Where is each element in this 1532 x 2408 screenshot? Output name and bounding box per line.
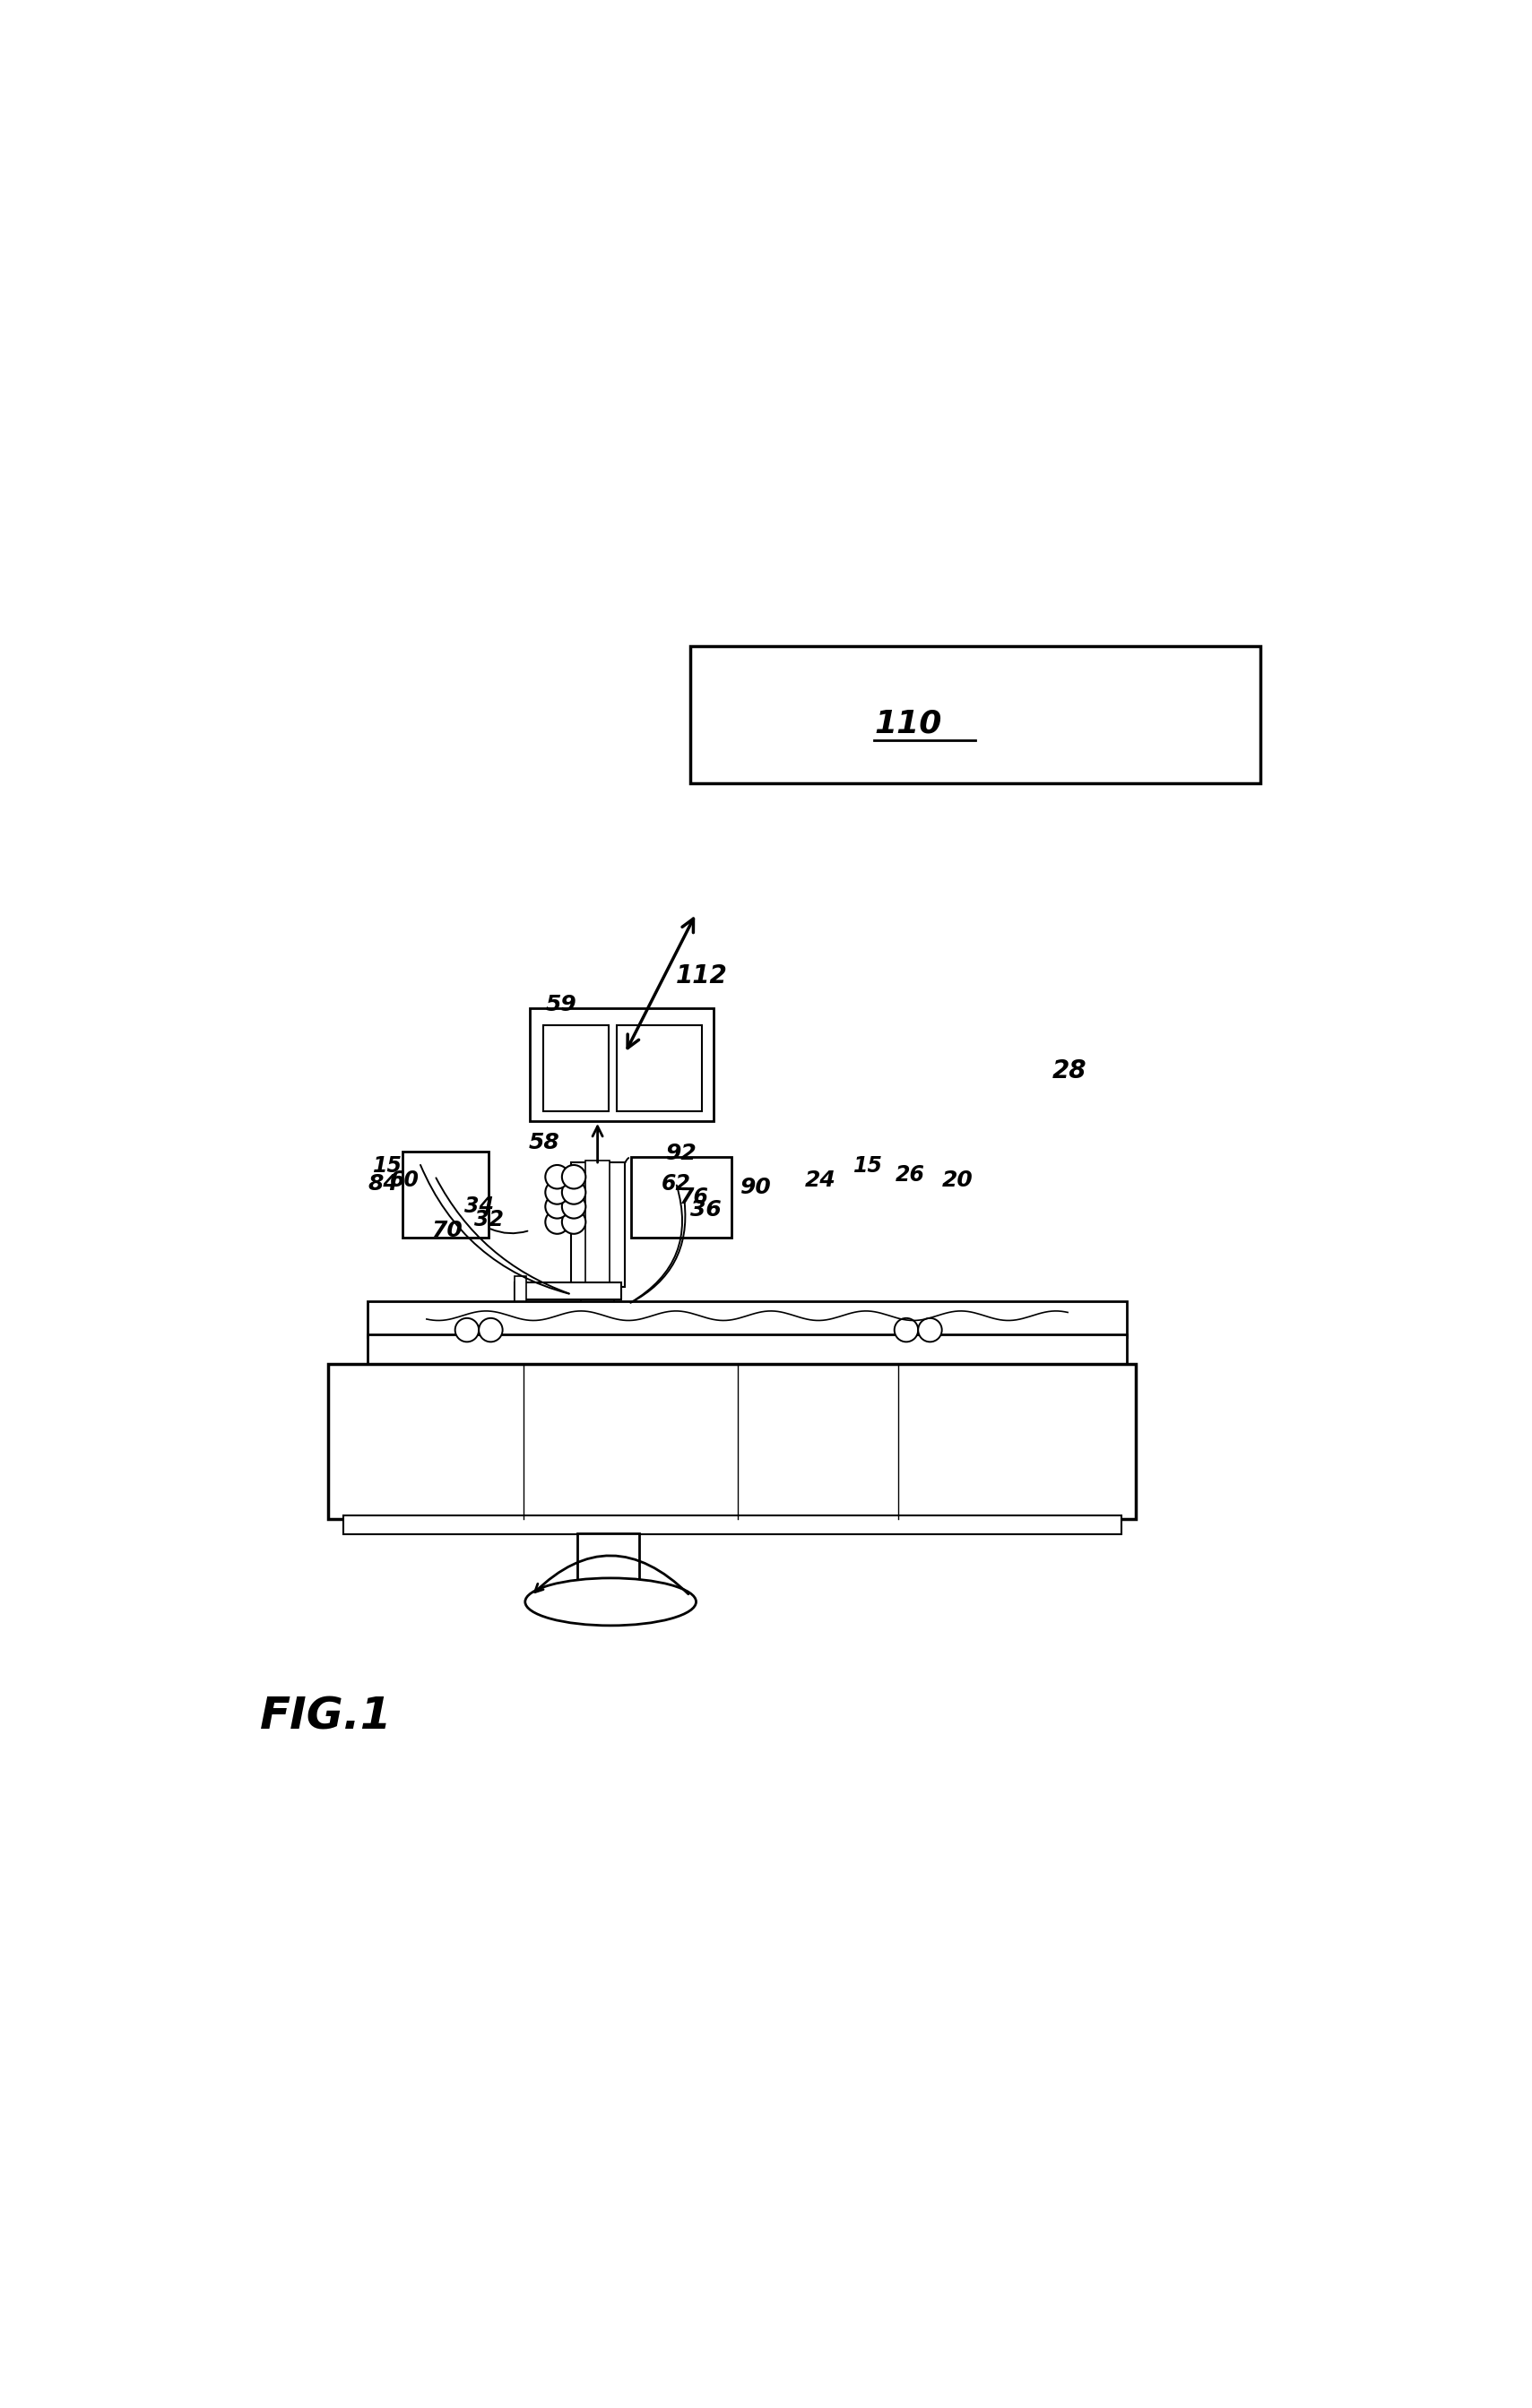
Text: 34: 34 [464, 1197, 495, 1218]
Bar [368, 1300, 1128, 1336]
Text: 32: 32 [475, 1209, 504, 1230]
Circle shape [562, 1211, 585, 1233]
Text: 70: 70 [430, 1218, 463, 1240]
Text: 26: 26 [895, 1163, 925, 1185]
Bar [515, 1283, 622, 1300]
Circle shape [455, 1317, 480, 1341]
Circle shape [545, 1194, 568, 1218]
Circle shape [545, 1180, 568, 1204]
Text: 62: 62 [662, 1173, 691, 1194]
Text: 59: 59 [545, 995, 576, 1016]
Bar [328, 1365, 1135, 1519]
Text: 84: 84 [368, 1173, 400, 1194]
Bar [585, 1587, 631, 1623]
Text: 76: 76 [679, 1187, 708, 1209]
Bar [368, 1334, 1128, 1368]
Circle shape [918, 1317, 942, 1341]
Bar [571, 1163, 625, 1288]
Circle shape [545, 1165, 568, 1190]
Bar [585, 1161, 610, 1293]
Bar [578, 1534, 639, 1589]
Bar [403, 1151, 489, 1238]
Bar [631, 1156, 732, 1238]
Ellipse shape [525, 1577, 696, 1625]
Circle shape [562, 1194, 585, 1218]
Circle shape [562, 1180, 585, 1204]
Circle shape [480, 1317, 502, 1341]
Text: 90: 90 [740, 1178, 771, 1199]
Text: 92: 92 [666, 1141, 697, 1163]
Circle shape [545, 1211, 568, 1233]
Bar [343, 1515, 1121, 1534]
Bar [515, 1276, 527, 1305]
Text: 24: 24 [806, 1170, 836, 1192]
Text: FIG.1: FIG.1 [260, 1695, 392, 1739]
Bar [530, 1009, 714, 1122]
Bar [616, 1026, 702, 1112]
Text: 112: 112 [676, 963, 728, 990]
Text: 20: 20 [942, 1170, 973, 1192]
Bar [689, 645, 1259, 783]
Text: 58: 58 [529, 1132, 559, 1153]
Text: 15: 15 [374, 1156, 403, 1178]
Bar [581, 1286, 614, 1308]
Circle shape [562, 1165, 585, 1190]
Text: 15: 15 [853, 1156, 882, 1178]
Text: 110: 110 [875, 708, 942, 739]
Text: 28: 28 [1052, 1060, 1086, 1084]
Bar [542, 1026, 608, 1112]
Text: 60: 60 [389, 1170, 420, 1192]
Text: 36: 36 [689, 1199, 722, 1221]
Circle shape [895, 1317, 918, 1341]
